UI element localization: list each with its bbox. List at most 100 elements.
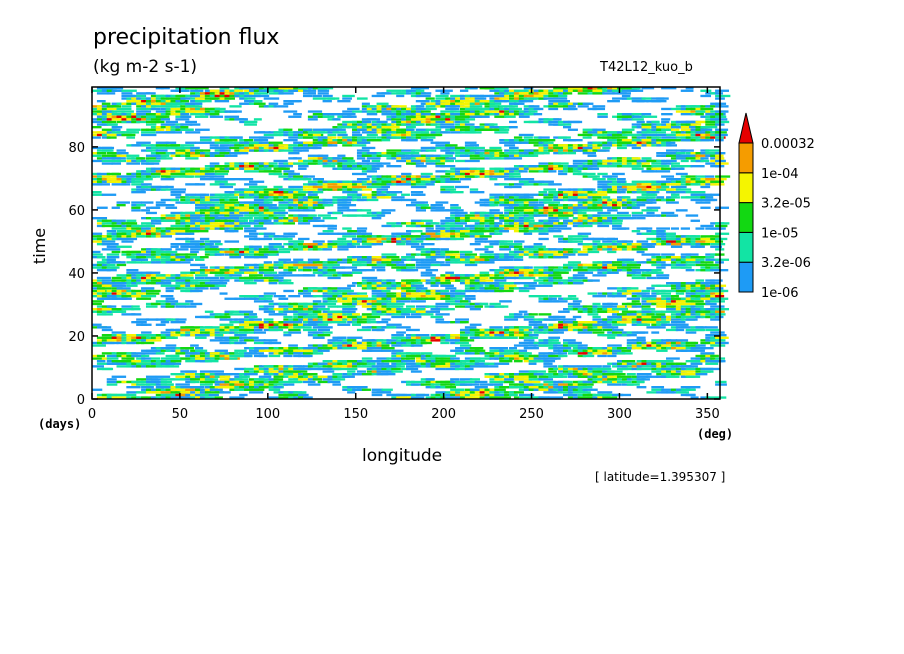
field-cell bbox=[244, 201, 260, 204]
field-cell bbox=[489, 287, 503, 290]
field-cell bbox=[278, 219, 288, 222]
field-cell bbox=[131, 209, 141, 212]
field-cell bbox=[469, 323, 482, 326]
field-cell bbox=[92, 292, 102, 295]
field-cell bbox=[548, 352, 562, 355]
field-cell bbox=[528, 323, 538, 326]
field-cell bbox=[621, 258, 635, 261]
field-cell bbox=[489, 276, 499, 280]
field-cell bbox=[150, 217, 164, 220]
field-cell bbox=[705, 302, 717, 306]
field-cell bbox=[670, 183, 683, 186]
field-cell bbox=[494, 284, 504, 287]
field-cell bbox=[415, 334, 430, 337]
field-cell bbox=[670, 367, 679, 371]
field-cell bbox=[352, 196, 361, 199]
field-cell bbox=[626, 334, 637, 337]
field-cell bbox=[361, 305, 377, 308]
field-cell bbox=[361, 269, 375, 272]
field-cell bbox=[602, 365, 611, 368]
field-cell bbox=[675, 323, 689, 326]
field-cell bbox=[141, 217, 151, 220]
field-cell bbox=[160, 204, 175, 207]
field-cell bbox=[509, 354, 518, 358]
field-cell bbox=[376, 235, 385, 238]
field-cell bbox=[626, 347, 636, 350]
field-cell bbox=[204, 219, 214, 222]
field-cell bbox=[705, 357, 715, 360]
field-cell bbox=[636, 261, 646, 264]
field-cell bbox=[190, 248, 203, 251]
field-cell bbox=[543, 282, 559, 285]
field-cell bbox=[631, 318, 641, 321]
field-cell bbox=[680, 388, 696, 391]
field-cell bbox=[381, 305, 391, 308]
field-cell bbox=[499, 289, 514, 293]
field-cell bbox=[602, 196, 611, 199]
field-cell bbox=[312, 300, 322, 303]
field-cell bbox=[180, 391, 190, 394]
field-cell bbox=[528, 370, 538, 373]
field-cell bbox=[587, 191, 596, 194]
field-cell bbox=[278, 297, 289, 300]
field-cell bbox=[435, 396, 446, 399]
field-cell bbox=[229, 206, 239, 209]
field-cell bbox=[199, 256, 209, 259]
field-cell bbox=[312, 295, 324, 298]
field-cell bbox=[204, 217, 220, 220]
field-cell bbox=[656, 318, 666, 321]
field-cell bbox=[224, 183, 236, 186]
field-cell bbox=[352, 258, 361, 261]
field-cell bbox=[548, 339, 559, 342]
field-cell bbox=[513, 250, 526, 254]
field-cell bbox=[656, 227, 671, 230]
field-cell bbox=[229, 396, 245, 399]
field-cell bbox=[607, 375, 619, 378]
field-cell bbox=[533, 331, 546, 334]
field-cell bbox=[253, 191, 263, 194]
field-cell bbox=[165, 334, 174, 337]
field-cell bbox=[474, 224, 485, 228]
field-cell bbox=[464, 396, 473, 399]
field-cell bbox=[572, 326, 582, 329]
field-cell bbox=[479, 258, 489, 261]
field-cell bbox=[239, 191, 248, 194]
field-cell bbox=[641, 378, 650, 381]
field-cell bbox=[145, 305, 158, 308]
field-cell bbox=[288, 209, 300, 212]
field-cell bbox=[435, 334, 445, 337]
field-cell bbox=[126, 386, 141, 389]
field-cell bbox=[661, 263, 677, 267]
field-cell bbox=[523, 315, 535, 319]
field-cell bbox=[469, 365, 485, 368]
field-cell bbox=[253, 224, 264, 228]
field-cell bbox=[131, 365, 141, 368]
field-cell bbox=[489, 326, 503, 329]
field-cell bbox=[607, 198, 617, 202]
field-cell bbox=[219, 341, 231, 345]
field-cell bbox=[700, 235, 714, 238]
field-cell bbox=[170, 334, 183, 337]
field-cell bbox=[420, 271, 433, 274]
field-cell bbox=[381, 253, 397, 256]
field-cell bbox=[337, 297, 346, 300]
field-cell bbox=[695, 245, 705, 248]
field-cell bbox=[626, 245, 637, 248]
field-cell bbox=[582, 243, 593, 246]
field-cell bbox=[214, 336, 226, 339]
field-cell bbox=[592, 217, 601, 220]
field-cell bbox=[160, 393, 170, 397]
field-cell bbox=[646, 237, 660, 241]
field-cell bbox=[381, 237, 391, 241]
field-cell bbox=[616, 365, 629, 368]
field-cell bbox=[592, 310, 603, 313]
field-cell bbox=[435, 305, 449, 308]
field-cell bbox=[666, 370, 676, 373]
field-cell bbox=[386, 326, 397, 329]
field-cell bbox=[121, 295, 135, 298]
field-cell bbox=[92, 253, 103, 256]
field-cell bbox=[479, 393, 489, 397]
field-cell bbox=[685, 370, 699, 373]
field-cell bbox=[553, 198, 565, 202]
field-cell bbox=[700, 282, 709, 285]
